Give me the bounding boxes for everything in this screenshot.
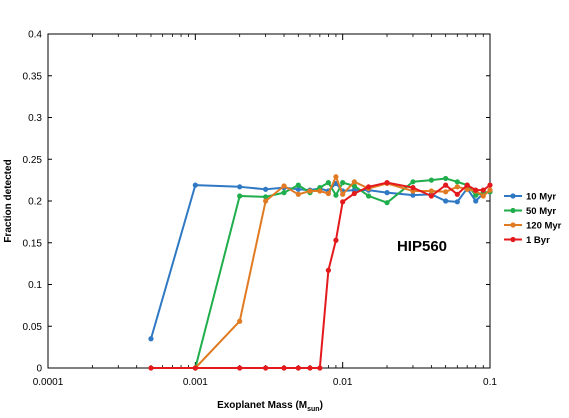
data-point-50-myr	[351, 183, 357, 189]
data-point-50-myr	[340, 180, 346, 186]
data-point-1-byr	[410, 185, 416, 191]
data-point-120-myr	[454, 184, 460, 190]
x-tick-label: 0.1	[483, 377, 497, 388]
data-point-10-myr	[237, 184, 243, 190]
data-point-1-byr	[487, 182, 493, 188]
y-tick-label: 0	[36, 364, 42, 375]
data-point-1-byr	[366, 184, 372, 190]
x-tick-label: 0.001	[183, 377, 208, 388]
data-point-120-myr	[263, 198, 269, 204]
data-point-10-myr	[454, 199, 460, 205]
y-tick-label: 0.3	[28, 113, 42, 124]
data-point-50-myr	[454, 179, 460, 185]
x-tick-label: 0.0001	[33, 377, 64, 388]
data-point-1-byr	[325, 267, 331, 273]
legend-label-1-byr: 1 Byr	[526, 235, 550, 246]
data-point-50-myr	[281, 190, 287, 196]
data-point-10-myr	[473, 198, 479, 204]
data-point-10-myr	[192, 182, 198, 188]
plot-area: 0 0.05 0.1 0.15 0.2 0.25 0.3 0.35 0.4 0.0001 0.001…	[23, 30, 498, 389]
data-point-1-byr	[473, 187, 479, 193]
legend: 10 Myr 50 Myr 120 Myr 1 Byr	[504, 192, 562, 246]
data-point-120-myr	[464, 186, 470, 192]
legend-label-50-myr: 50 Myr	[526, 206, 556, 217]
data-point-120-myr	[480, 193, 486, 199]
x-tick-label: 0.01	[333, 377, 353, 388]
data-point-120-myr	[333, 174, 339, 180]
chart-annotation: HIP560	[397, 238, 447, 255]
data-point-10-myr	[443, 198, 449, 204]
data-point-1-byr	[443, 182, 449, 188]
y-tick-label: 0.05	[23, 322, 43, 333]
data-point-50-myr	[410, 179, 416, 185]
data-point-50-myr	[237, 193, 243, 199]
legend-marker-1-byr	[510, 236, 516, 243]
data-point-120-myr	[295, 191, 301, 197]
data-point-1-byr	[281, 365, 287, 371]
data-point-1-byr	[464, 182, 470, 188]
data-point-1-byr	[317, 365, 323, 371]
data-point-1-byr	[480, 187, 486, 193]
data-point-50-myr	[295, 182, 301, 188]
legend-marker-50-myr	[510, 207, 516, 214]
y-tick-label: 0.4	[28, 30, 42, 41]
data-point-50-myr	[473, 192, 479, 198]
data-point-1-byr	[237, 365, 243, 371]
y-tick-label: 0.2	[28, 197, 42, 208]
y-tick-label: 0.35	[23, 71, 43, 82]
data-point-120-myr	[307, 188, 313, 194]
data-point-120-myr	[340, 191, 346, 197]
y-axis-label: Fraction detected	[3, 159, 14, 242]
data-point-120-myr	[487, 187, 493, 193]
data-point-1-byr	[192, 365, 198, 371]
data-point-1-byr	[428, 193, 434, 199]
data-point-50-myr	[333, 192, 339, 198]
x-axis-label-subscript: sun	[307, 406, 319, 413]
data-point-1-byr	[148, 365, 154, 371]
data-point-120-myr	[317, 188, 323, 194]
series-line-10-myr	[150, 182, 491, 340]
data-point-120-myr	[281, 183, 287, 189]
data-point-1-byr	[307, 365, 313, 371]
data-point-120-myr	[237, 318, 243, 324]
data-point-1-byr	[384, 180, 390, 186]
data-point-1-byr	[454, 191, 460, 197]
data-point-120-myr	[325, 190, 331, 197]
x-axis-label: Exoplanet Mass (Msun)	[217, 400, 323, 413]
legend-label-120-myr: 120 Myr	[526, 221, 562, 232]
data-point-1-byr	[295, 365, 301, 371]
data-point-1-byr	[333, 237, 339, 243]
legend-marker-10-myr	[510, 193, 516, 199]
y-tick-label: 0.15	[23, 238, 43, 249]
data-point-50-myr	[384, 200, 390, 206]
data-point-120-myr	[351, 179, 357, 185]
y-tick-label: 0.1	[28, 280, 42, 291]
data-point-50-myr	[325, 180, 331, 186]
data-point-50-myr	[263, 194, 269, 200]
data-point-10-myr	[410, 192, 416, 198]
data-point-50-myr	[366, 193, 372, 199]
data-point-10-myr	[148, 336, 154, 342]
data-point-120-myr	[443, 189, 449, 195]
data-point-10-myr	[263, 186, 269, 192]
plot-frame	[47, 33, 491, 369]
x-axis-label-main: Exoplanet Mass (M	[217, 400, 307, 411]
data-point-120-myr	[428, 188, 434, 194]
data-point-50-myr	[443, 175, 449, 182]
y-tick-label: 0.25	[23, 155, 43, 166]
legend-label-10-myr: 10 Myr	[526, 192, 556, 203]
data-point-1-byr	[263, 365, 269, 371]
data-point-10-myr	[384, 190, 390, 196]
data-point-1-byr	[340, 199, 346, 205]
data-point-50-myr	[428, 177, 434, 183]
legend-marker-120-myr	[510, 222, 516, 228]
series-line-1-byr	[150, 181, 491, 369]
data-point-10-myr	[295, 186, 301, 192]
x-axis-label-close: )	[320, 400, 323, 411]
data-point-1-byr	[351, 190, 357, 197]
